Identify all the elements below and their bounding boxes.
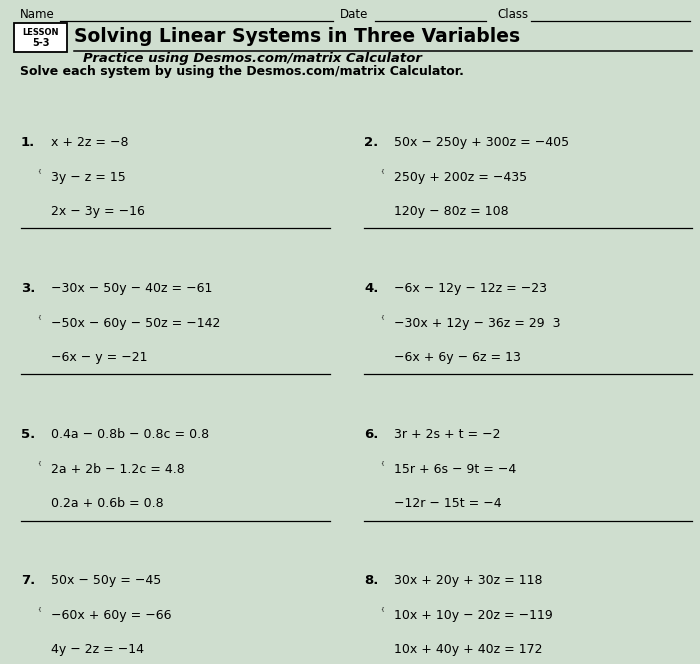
Text: {: { (37, 460, 41, 465)
Text: 2.: 2. (364, 136, 378, 149)
Text: 0.2a + 0.6b = 0.8: 0.2a + 0.6b = 0.8 (51, 497, 164, 511)
Text: 3y − z = 15: 3y − z = 15 (51, 171, 126, 184)
Text: x + 2z = −8: x + 2z = −8 (51, 136, 129, 149)
Text: 6.: 6. (364, 428, 379, 442)
Text: 8.: 8. (364, 574, 379, 588)
Text: 0.4a − 0.8b − 0.8c = 0.8: 0.4a − 0.8b − 0.8c = 0.8 (51, 428, 209, 442)
Text: 3r + 2s + t = −2: 3r + 2s + t = −2 (394, 428, 500, 442)
Text: 4.: 4. (364, 282, 379, 295)
Text: 30x + 20y + 30z = 118: 30x + 20y + 30z = 118 (394, 574, 542, 588)
Text: 15r + 6s − 9t = −4: 15r + 6s − 9t = −4 (394, 463, 517, 476)
Text: −6x − 12y − 12z = −23: −6x − 12y − 12z = −23 (394, 282, 547, 295)
Text: −30x + 12y − 36z = 29  3: −30x + 12y − 36z = 29 3 (394, 317, 561, 330)
Text: −6x − y = −21: −6x − y = −21 (51, 351, 148, 365)
Text: Date: Date (340, 8, 368, 21)
Text: 250y + 200z = −435: 250y + 200z = −435 (394, 171, 527, 184)
Text: {: { (380, 460, 384, 465)
Text: {: { (380, 314, 384, 319)
Text: {: { (37, 606, 41, 612)
Text: 50x − 250y + 300z = −405: 50x − 250y + 300z = −405 (394, 136, 569, 149)
Text: 2x − 3y = −16: 2x − 3y = −16 (51, 205, 145, 218)
Text: {: { (380, 168, 384, 173)
FancyBboxPatch shape (14, 23, 67, 52)
Text: 4y − 2z = −14: 4y − 2z = −14 (51, 643, 144, 657)
Text: 5.: 5. (21, 428, 35, 442)
Text: Class: Class (497, 8, 528, 21)
Text: Solving Linear Systems in Three Variables: Solving Linear Systems in Three Variable… (74, 27, 519, 46)
Text: 3.: 3. (21, 282, 36, 295)
Text: 10x + 10y − 20z = −119: 10x + 10y − 20z = −119 (394, 609, 553, 622)
Text: 5-3: 5-3 (32, 38, 49, 48)
Text: LESSON: LESSON (22, 28, 59, 37)
Text: −60x + 60y = −66: −60x + 60y = −66 (51, 609, 172, 622)
Text: −6x + 6y − 6z = 13: −6x + 6y − 6z = 13 (394, 351, 521, 365)
Text: 2a + 2b − 1.2c = 4.8: 2a + 2b − 1.2c = 4.8 (51, 463, 185, 476)
Text: {: { (37, 314, 41, 319)
Text: 50x − 50y = −45: 50x − 50y = −45 (51, 574, 162, 588)
Text: −50x − 60y − 50z = −142: −50x − 60y − 50z = −142 (51, 317, 220, 330)
Text: {: { (37, 168, 41, 173)
Text: 7.: 7. (21, 574, 35, 588)
Text: −12r − 15t = −4: −12r − 15t = −4 (394, 497, 502, 511)
Text: 10x + 40y + 40z = 172: 10x + 40y + 40z = 172 (394, 643, 542, 657)
Text: Practice using Desmos.com/matrix Calculator: Practice using Desmos.com/matrix Calcula… (83, 52, 421, 65)
Text: 120y − 80z = 108: 120y − 80z = 108 (394, 205, 509, 218)
Text: 1.: 1. (21, 136, 35, 149)
Text: Name: Name (20, 8, 55, 21)
Text: Solve each system by using the Desmos.com/matrix Calculator.: Solve each system by using the Desmos.co… (20, 65, 463, 78)
Text: −30x − 50y − 40z = −61: −30x − 50y − 40z = −61 (51, 282, 213, 295)
Text: {: { (380, 606, 384, 612)
